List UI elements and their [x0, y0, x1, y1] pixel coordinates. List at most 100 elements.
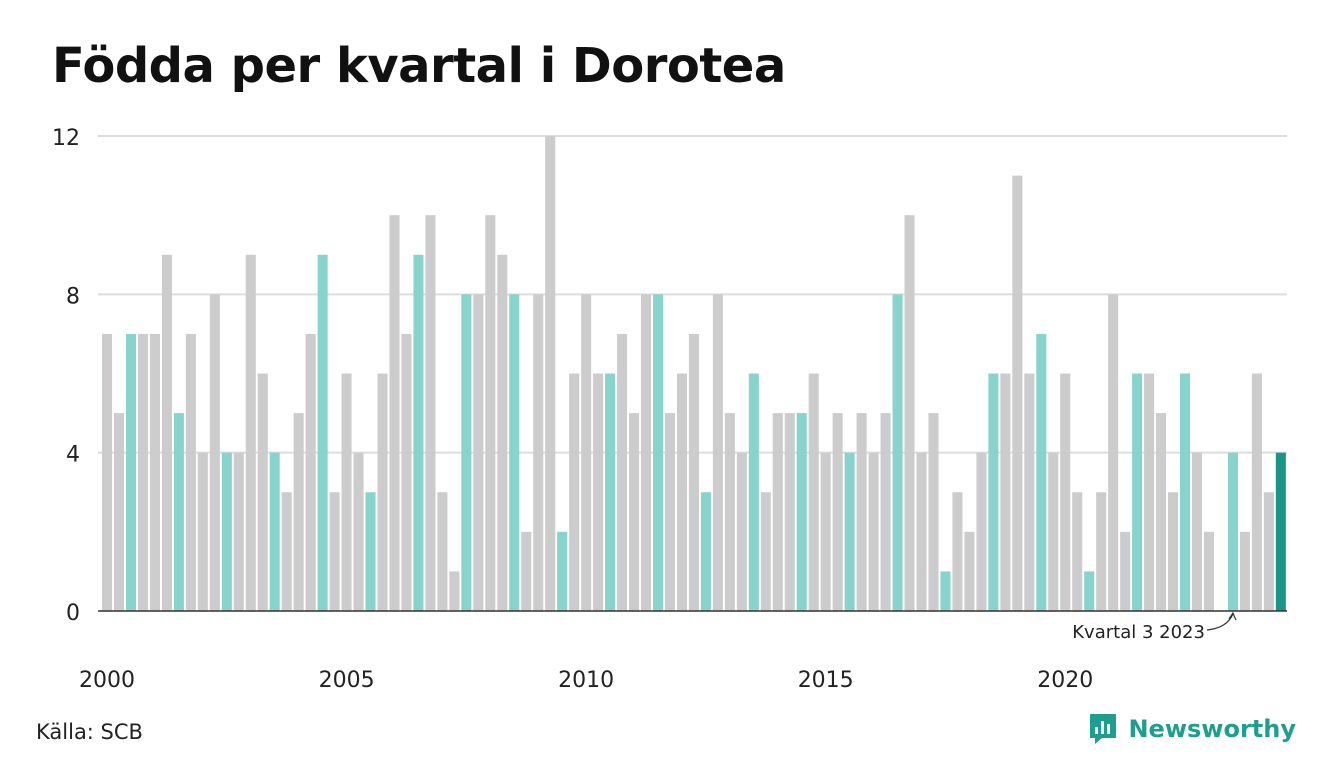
bar: [629, 413, 640, 611]
bar: [832, 413, 843, 611]
bar: [173, 413, 184, 611]
bar: [305, 333, 316, 611]
bar: [473, 294, 484, 611]
y-tick-label: 8: [66, 284, 80, 309]
bar: [1108, 294, 1119, 611]
bar: [581, 294, 592, 611]
bar: [161, 254, 172, 611]
bar: [892, 294, 903, 611]
bar: [988, 373, 999, 611]
bar: [976, 452, 987, 611]
bar: [1275, 452, 1286, 611]
bar: [1072, 492, 1083, 611]
bar: [1203, 531, 1215, 611]
bar: [329, 492, 340, 611]
bar: [1132, 373, 1143, 611]
bar: [772, 413, 783, 611]
bar: [676, 373, 687, 611]
bar: [125, 333, 137, 611]
bar: [269, 452, 280, 611]
bar: [485, 215, 496, 612]
bar: [1060, 373, 1071, 611]
y-tick-label: 4: [66, 443, 80, 468]
newsworthy-logo-icon: [1090, 714, 1117, 744]
bar: [461, 294, 472, 611]
bar: [844, 452, 855, 611]
bar: [102, 333, 113, 611]
bar: [1156, 413, 1167, 611]
bar: [784, 413, 795, 611]
bar: [664, 413, 676, 611]
bar: [593, 373, 604, 611]
bar: [425, 215, 436, 612]
bar: [197, 452, 208, 611]
bar: [233, 452, 244, 611]
brand-name: Newsworthy: [1128, 715, 1296, 743]
y-tick-label: 12: [52, 126, 80, 151]
bar: [952, 492, 963, 611]
bar: [928, 413, 939, 611]
bar: [916, 452, 927, 611]
bar: [557, 531, 568, 611]
bar: [856, 413, 867, 611]
bar: [245, 254, 256, 611]
bar: [688, 333, 699, 611]
bar: [820, 452, 831, 611]
bar: [712, 294, 723, 611]
bar: [748, 373, 759, 611]
bar: [700, 492, 711, 611]
bar: [113, 413, 125, 611]
y-tick-label: 0: [66, 601, 80, 626]
annotation-arrow: [1206, 613, 1234, 631]
x-tick-label: 2010: [558, 668, 614, 693]
x-tick-label: 2000: [79, 668, 135, 693]
bar: [605, 373, 616, 611]
bar: [652, 294, 664, 611]
annotation-label: Kvartal 3 2023: [1072, 622, 1205, 643]
bar: [868, 452, 879, 611]
bar: [1120, 531, 1131, 611]
bar: [1180, 373, 1191, 611]
bar: [569, 373, 580, 611]
bar: [1263, 492, 1274, 611]
bar: [509, 294, 520, 611]
bar: [617, 333, 628, 611]
bar: [413, 254, 424, 611]
bar: [221, 452, 232, 611]
annotation-arrowhead: [1228, 611, 1237, 621]
bar: [1191, 452, 1203, 611]
bar: [736, 452, 747, 611]
bar: [1012, 175, 1023, 611]
x-tick-label: 2005: [319, 668, 375, 693]
bar: [1168, 492, 1179, 611]
bar: [641, 294, 652, 611]
bar: [1048, 452, 1059, 611]
bar: [449, 571, 460, 611]
bar: [389, 215, 400, 612]
bar: [1036, 333, 1047, 611]
bar: [1227, 452, 1238, 611]
source-label: Källa: SCB: [36, 720, 143, 744]
bar: [1000, 373, 1011, 611]
bar: [904, 215, 915, 612]
chart-title: Födda per kvartal i Dorotea: [52, 38, 786, 94]
bar: [293, 413, 304, 611]
bar: [1144, 373, 1155, 611]
bar: [341, 373, 352, 611]
bar: [137, 333, 148, 611]
bar: [724, 413, 735, 611]
bar: [185, 333, 196, 611]
bar: [796, 413, 807, 611]
bar-chart: 0 4 8 12 2000 2005 2010 2015 2020 Kvartal 3 2023: [52, 126, 1287, 693]
bar: [1251, 373, 1262, 611]
bar: [149, 333, 160, 611]
x-tick-label: 2020: [1037, 668, 1093, 693]
bar: [533, 294, 544, 611]
x-tick-label: 2015: [798, 668, 854, 693]
bars: [102, 136, 1286, 612]
bar: [940, 571, 951, 611]
bar: [545, 136, 556, 611]
bar: [317, 254, 328, 611]
brand-logo: Newsworthy: [1088, 712, 1296, 746]
axes: 0 4 8 12 2000 2005 2010 2015 2020 Kvartal 3 2023: [52, 126, 1287, 693]
